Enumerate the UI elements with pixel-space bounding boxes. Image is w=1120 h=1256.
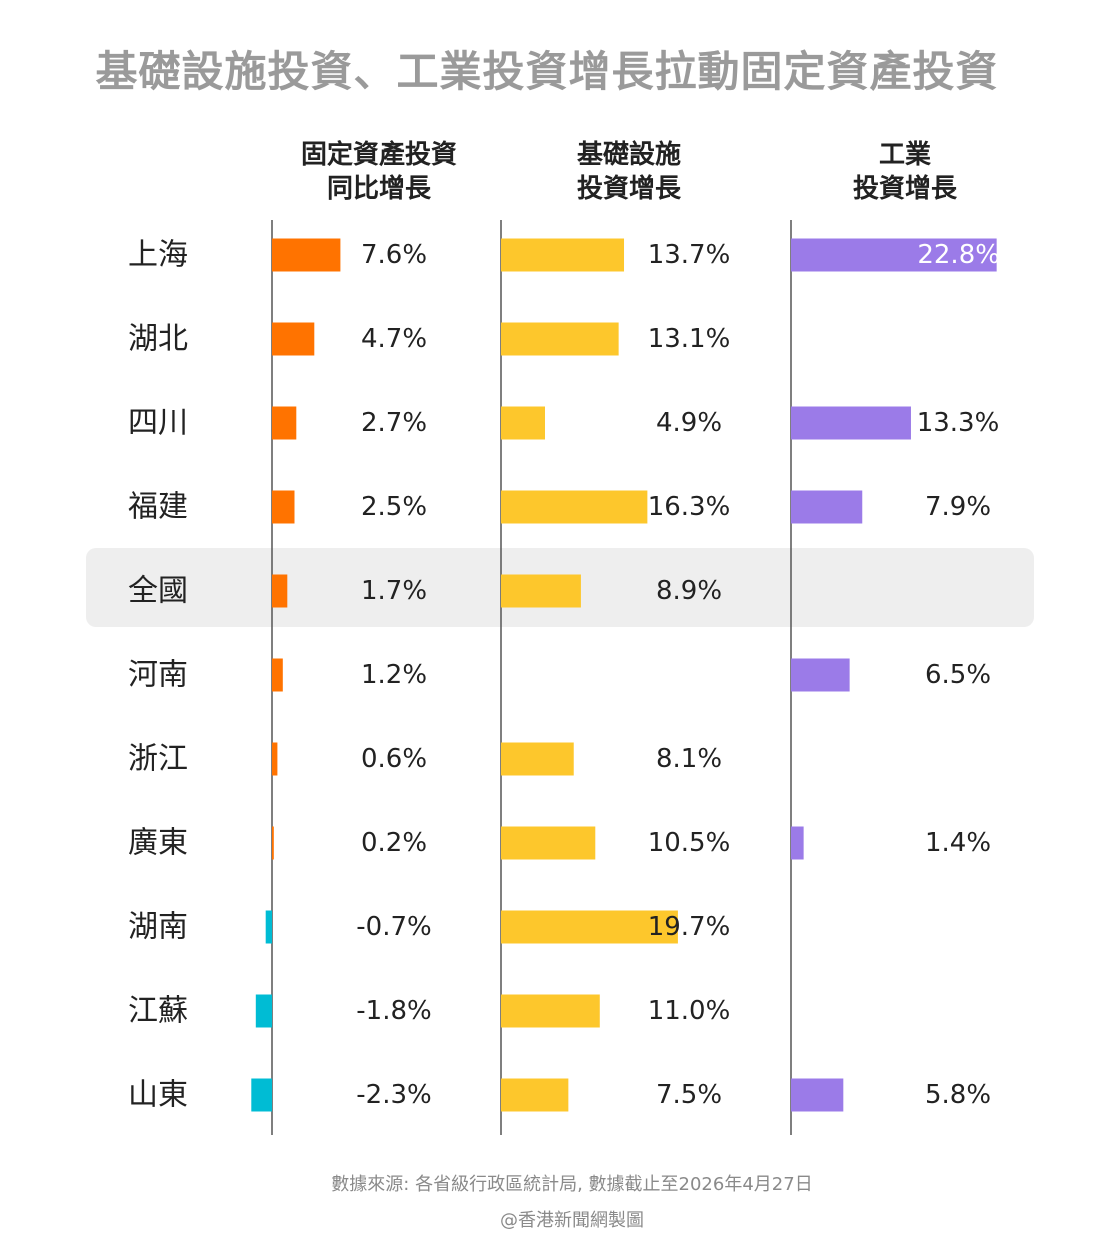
credit-note: @香港新聞網製圖 (500, 1210, 644, 1231)
data-label-infrastructure: 11.0% (648, 996, 731, 1026)
data-label-fixed: -0.7% (356, 912, 431, 942)
data-label-fixed: 0.6% (361, 744, 427, 774)
category-label: 江蘇 (128, 994, 188, 1029)
bar-infrastructure (501, 1078, 569, 1112)
bar-infrastructure (501, 322, 619, 356)
data-label-industry: 13.3% (917, 408, 1000, 438)
category-label: 湖南 (128, 910, 188, 945)
category-label: 浙江 (128, 742, 188, 777)
data-label-industry: 22.8% (917, 240, 1000, 270)
data-label-fixed: 2.5% (361, 492, 427, 522)
category-label: 四川 (128, 406, 188, 441)
chart-title: 基礎設施投資、工業投資增長拉動固定資產投資 (95, 47, 999, 96)
data-label-infrastructure: 10.5% (648, 828, 731, 858)
bar-infrastructure (501, 238, 625, 272)
data-label-industry: 6.5% (925, 660, 991, 690)
data-label-infrastructure: 8.9% (656, 576, 722, 606)
data-label-fixed: 4.7% (361, 324, 427, 354)
bar-infrastructure (501, 406, 546, 440)
bar-fixed (272, 658, 283, 692)
header-fixed-investment: 固定資產投資 同比增長 (300, 140, 457, 204)
category-label: 山東 (128, 1078, 188, 1113)
header-industry: 工業 投資增長 (852, 140, 957, 204)
bar-infrastructure (501, 742, 574, 776)
data-label-infrastructure: 19.7% (648, 912, 731, 942)
source-note: 數據來源: 各省級行政區統計局, 數據截止至2026年4月27日 (331, 1174, 813, 1195)
bar-infrastructure (501, 490, 648, 524)
data-label-fixed: 0.2% (361, 828, 427, 858)
bar-infrastructure (501, 994, 600, 1028)
bar-industry (791, 406, 911, 440)
data-label-fixed: 2.7% (361, 408, 427, 438)
bar-fixed (272, 826, 274, 860)
bar-fixed (272, 742, 278, 776)
data-label-industry: 1.4% (925, 828, 991, 858)
bar-industry (791, 238, 997, 272)
data-label-industry: 7.9% (925, 492, 991, 522)
bar-fixed (265, 910, 272, 944)
data-label-infrastructure: 7.5% (656, 1080, 722, 1110)
bar-industry (791, 490, 863, 524)
data-label-fixed: 1.2% (361, 660, 427, 690)
bar-infrastructure (501, 826, 596, 860)
bar-fixed (272, 406, 297, 440)
bar-fixed (255, 994, 272, 1028)
data-label-infrastructure: 13.7% (648, 240, 731, 270)
category-label: 廣東 (128, 826, 188, 861)
bar-infrastructure (501, 910, 678, 944)
data-label-infrastructure: 4.9% (656, 408, 722, 438)
category-label: 全國 (128, 574, 188, 609)
bar-industry (791, 826, 804, 860)
bar-fixed (272, 238, 341, 272)
data-label-infrastructure: 16.3% (648, 492, 731, 522)
data-label-infrastructure: 8.1% (656, 744, 722, 774)
bar-fixed (272, 322, 315, 356)
category-label: 福建 (128, 490, 188, 525)
data-label-industry: 5.8% (925, 1080, 991, 1110)
bar-fixed (272, 574, 288, 608)
header-infrastructure: 基礎設施 投資增長 (576, 140, 681, 204)
bar-industry (791, 658, 850, 692)
bar-industry (791, 1078, 844, 1112)
category-label: 湖北 (128, 322, 188, 357)
category-label: 上海 (128, 238, 188, 273)
category-label: 河南 (128, 658, 188, 693)
data-label-fixed: 7.6% (361, 240, 427, 270)
data-label-fixed: 1.7% (361, 576, 427, 606)
bar-fixed (251, 1078, 272, 1112)
data-label-fixed: -2.3% (356, 1080, 431, 1110)
data-label-infrastructure: 13.1% (648, 324, 731, 354)
bar-fixed (272, 490, 295, 524)
data-label-fixed: -1.8% (356, 996, 431, 1026)
bar-infrastructure (501, 574, 581, 608)
